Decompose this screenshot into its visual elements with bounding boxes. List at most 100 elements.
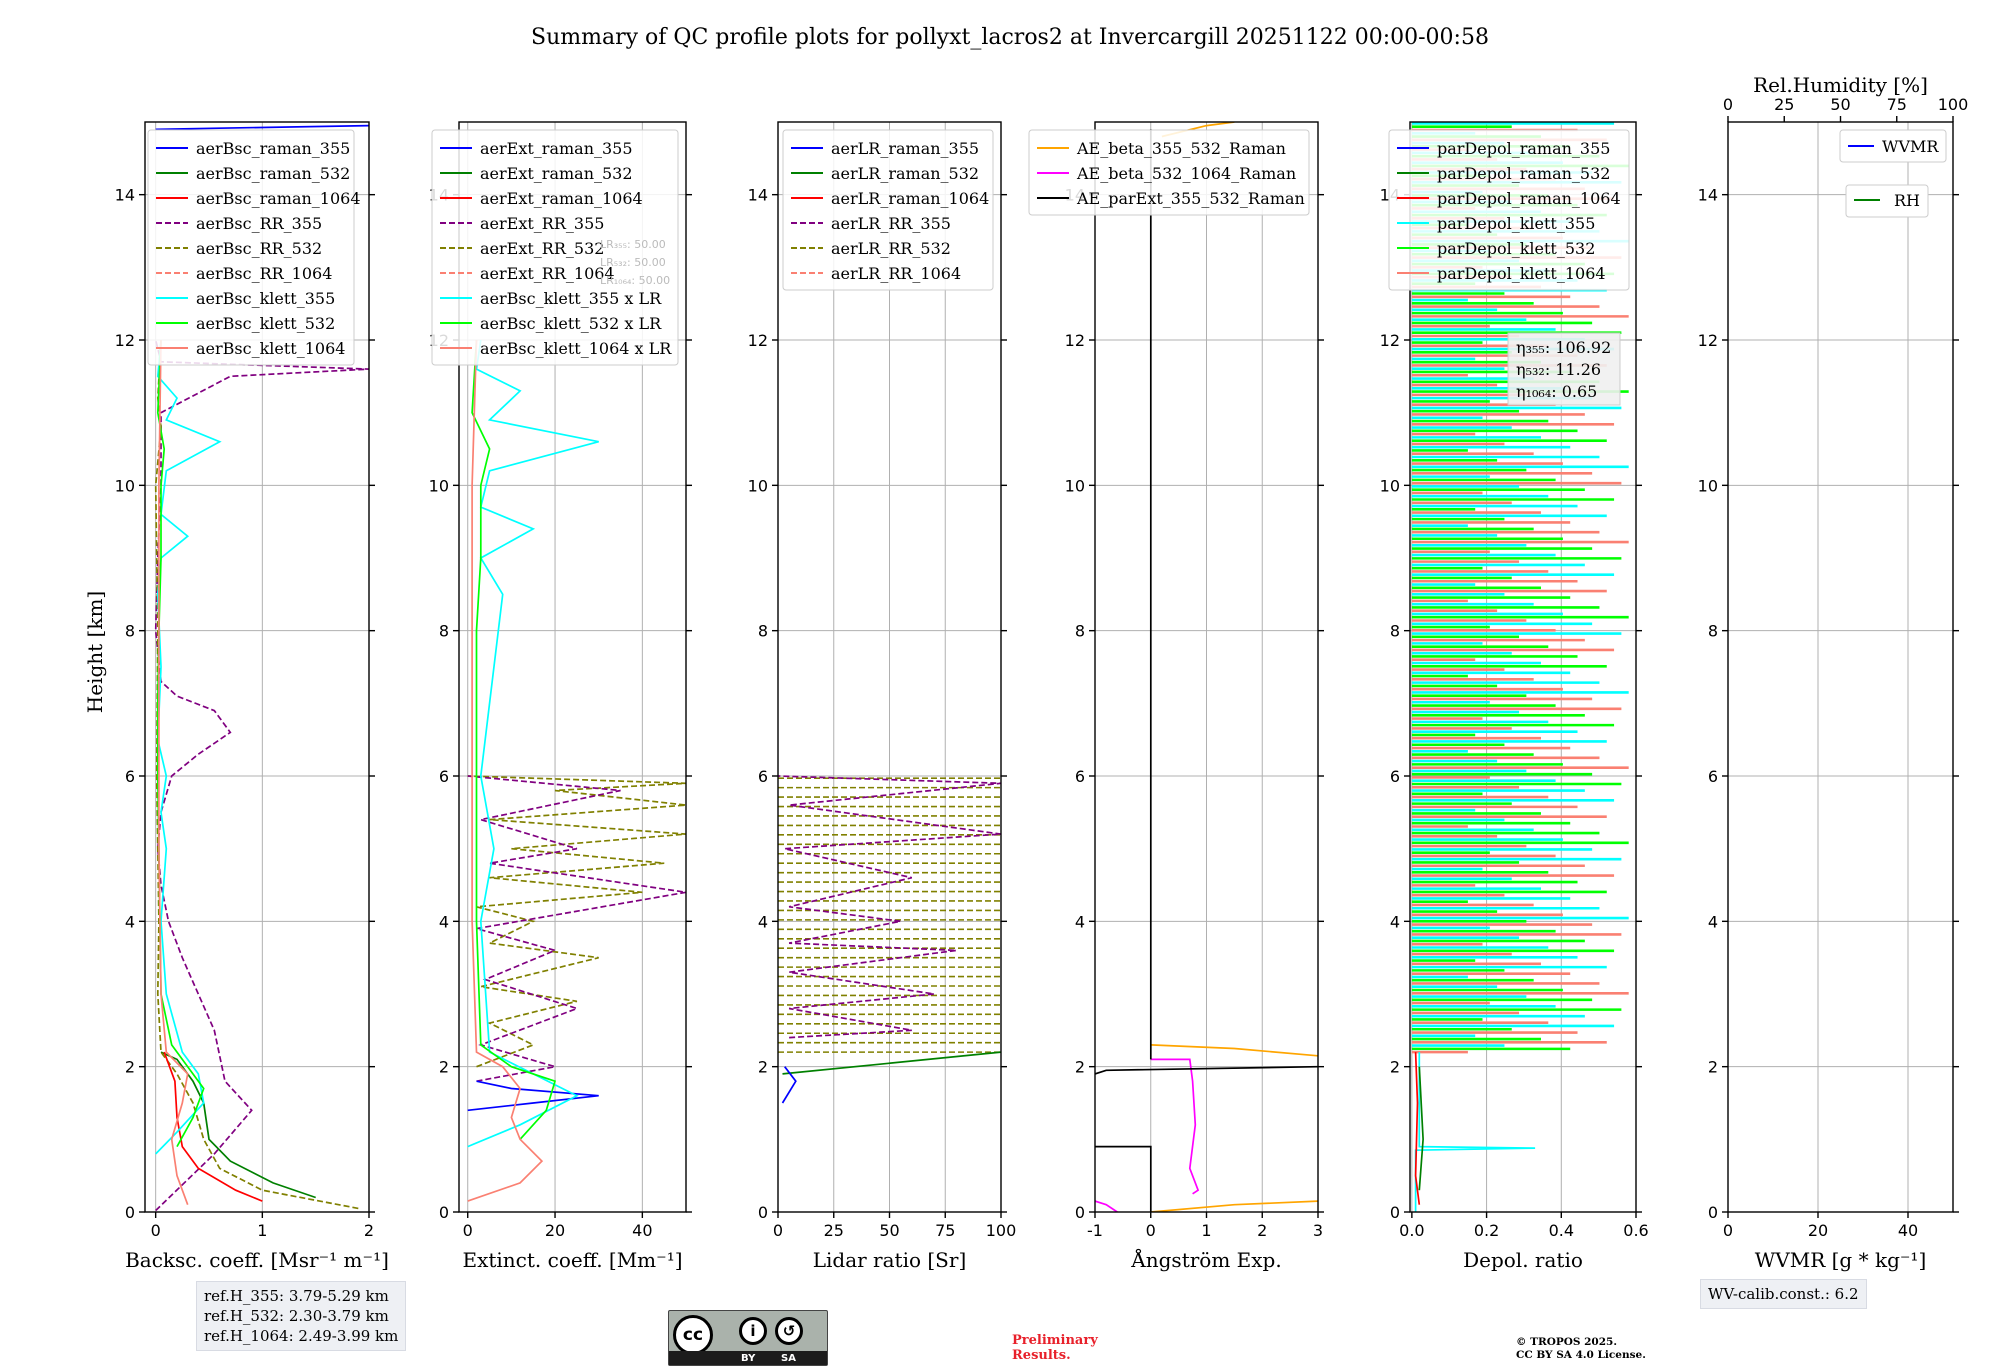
series-aerBsc_raman_355 xyxy=(155,124,369,131)
y-tick-label: 0 xyxy=(125,1203,135,1222)
series-parDepol_raman_1064 xyxy=(1414,1052,1421,1205)
y-tick-label: 12 xyxy=(1380,331,1400,350)
y-tick-label: 0 xyxy=(1390,1203,1400,1222)
lr-hidden-label: LR₁₀₆₄: 50.00 xyxy=(600,274,670,287)
data-area xyxy=(778,775,1001,1104)
x-tick-label: 20 xyxy=(1808,1221,1828,1240)
legend-box xyxy=(431,129,679,366)
y-tick-label: 0 xyxy=(1075,1203,1085,1222)
x-axis-label: Ångström Exp. xyxy=(1130,1247,1281,1272)
series-aerBsc_raman_532 xyxy=(160,1051,316,1199)
legend-label: AE_beta_355_532_Raman xyxy=(1076,139,1286,158)
legend-label: aerLR_RR_1064 xyxy=(831,264,961,283)
y-tick-label: 12 xyxy=(1065,331,1085,350)
y-tick-label: 4 xyxy=(758,912,768,931)
series-parDepol_klett_355 xyxy=(1414,1052,1536,1212)
legend-label: aerBsc_klett_1064 x LR xyxy=(480,339,672,358)
y-tick-label: 8 xyxy=(439,622,449,641)
x-tick-label: 0 xyxy=(463,1221,473,1240)
x-tick-label: 2 xyxy=(364,1221,374,1240)
legend-box xyxy=(1388,129,1630,291)
x-tick-label: 20 xyxy=(545,1221,565,1240)
legend-label: aerBsc_raman_1064 xyxy=(196,189,361,208)
y-tick-label: 6 xyxy=(1075,767,1085,786)
y-tick-label: 12 xyxy=(748,331,768,350)
series-AE_parExt_355_532_Raman xyxy=(1095,1145,1152,1212)
x-tick-label: 100 xyxy=(986,1221,1017,1240)
preliminary-note: Preliminary Results. xyxy=(1012,1333,1098,1363)
legend-label: aerBsc_klett_355 xyxy=(196,289,335,308)
legend-label: parDepol_raman_532 xyxy=(1437,164,1610,183)
y-tick-label: 14 xyxy=(115,186,135,205)
legend-box xyxy=(147,129,355,366)
legend-label: aerBsc_klett_532 xyxy=(196,314,335,333)
y-tick-label: 6 xyxy=(125,767,135,786)
panel-frame xyxy=(1727,121,1954,1213)
y-tick-label: 2 xyxy=(758,1058,768,1077)
legend-label: parDepol_klett_532 xyxy=(1437,239,1595,258)
y-tick-label: 10 xyxy=(115,476,135,495)
x-tick-label: 0 xyxy=(773,1221,783,1240)
series-AE_beta_355_532_Raman_upper xyxy=(1150,1044,1318,1057)
attribution-icon: i xyxy=(739,1317,767,1345)
series-aerBsc_RR_355 xyxy=(154,339,369,1212)
legend-rh-box xyxy=(1845,184,1929,218)
series-AE_beta_532_1064_Raman xyxy=(1095,1200,1118,1212)
legend-box xyxy=(782,129,994,291)
y-tick-label: 6 xyxy=(758,767,768,786)
series-aerBsc_klett_532 x LR xyxy=(471,339,557,1140)
top-tick-label: 100 xyxy=(1938,95,1969,114)
ref-height-355: ref.H_355: 3.79-5.29 km xyxy=(204,1287,389,1305)
x-axis-label: Backsc. coeff. [Msr⁻¹ m⁻¹] xyxy=(125,1248,389,1272)
top-tick-label: 0 xyxy=(1723,95,1733,114)
legend-label: aerBsc_RR_532 xyxy=(196,239,322,258)
y-tick-label: 12 xyxy=(115,331,135,350)
y-tick-label: 4 xyxy=(1075,912,1085,931)
series-AE_beta_355_532_Raman xyxy=(1150,1200,1318,1212)
series-aerLR_raman_355 xyxy=(781,1066,797,1104)
legend-label: aerBsc_raman_355 xyxy=(196,139,350,158)
legend-label: aerLR_RR_355 xyxy=(831,214,951,233)
panel-frame xyxy=(1409,121,1637,1213)
y-tick-label: 2 xyxy=(1708,1058,1718,1077)
legend-label: aerExt_raman_532 xyxy=(480,164,633,183)
panel-lidar_ratio: 0 2 4 6 8 10 12 14 0 25 50 75 100 Lidar ratio [Sr] aer… xyxy=(748,121,1017,1272)
top-tick-label: 25 xyxy=(1774,95,1794,114)
x-tick-label: 0.6 xyxy=(1623,1221,1648,1240)
legend-label: aerExt_raman_355 xyxy=(480,139,633,158)
y-tick-label: 14 xyxy=(748,186,768,205)
y-tick-label: 10 xyxy=(1698,476,1718,495)
y-tick-label: 4 xyxy=(125,912,135,931)
x-axis-label: WVMR [g * kg⁻¹] xyxy=(1755,1248,1927,1272)
series-aerLR_raman_532 xyxy=(782,1051,1001,1075)
legend-label: parDepol_klett_1064 xyxy=(1437,264,1606,283)
x-tick-label: 75 xyxy=(935,1221,955,1240)
rh-axis-label: Rel.Humidity [%] xyxy=(1753,73,1928,97)
legend-label: parDepol_raman_1064 xyxy=(1437,189,1621,208)
series-aerExt_raman_355 xyxy=(467,1080,599,1112)
x-tick-label: 3 xyxy=(1313,1221,1323,1240)
y-tick-label: 4 xyxy=(1708,912,1718,931)
top-tick-label: 50 xyxy=(1830,95,1850,114)
eta-label: η₅₃₂: 11.26 xyxy=(1516,360,1601,379)
series-parDepol_raman_532 xyxy=(1418,1066,1424,1191)
y-tick-label: 8 xyxy=(1708,622,1718,641)
y-axis-label: Height [km] xyxy=(83,591,107,713)
share-alike-icon: ↺ xyxy=(775,1317,803,1345)
legend-label: aerBsc_klett_1064 xyxy=(196,339,345,358)
legend-label: parDepol_raman_355 xyxy=(1437,139,1610,158)
x-tick-label: 1 xyxy=(257,1221,267,1240)
x-tick-label: 40 xyxy=(632,1221,652,1240)
x-axis-label: Extinct. coeff. [Mm⁻¹] xyxy=(462,1248,682,1272)
legend-label: aerBsc_klett_355 x LR xyxy=(480,289,662,308)
series-AE_parExt_355_532_Raman_step xyxy=(1095,1065,1318,1075)
y-tick-label: 2 xyxy=(125,1058,135,1077)
legend-label: AE_parExt_355_532_Raman xyxy=(1076,189,1305,208)
eta-label: η₁₀₆₄: 0.65 xyxy=(1516,382,1597,401)
panel-frame xyxy=(144,121,370,1213)
